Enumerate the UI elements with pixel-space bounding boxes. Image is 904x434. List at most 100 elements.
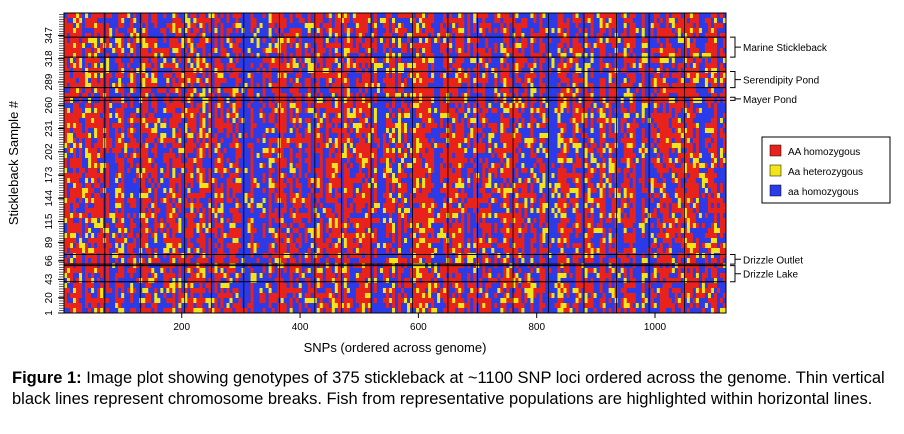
heatmap-cell	[226, 243, 230, 249]
heatmap-cell	[313, 63, 318, 69]
heatmap-cell	[271, 213, 275, 219]
heatmap-cell	[268, 138, 272, 144]
heatmap-cell	[133, 148, 137, 154]
heatmap-cell	[82, 123, 86, 129]
heatmap-cell	[121, 53, 125, 59]
heatmap-cell	[73, 163, 77, 169]
heatmap-cell	[148, 213, 152, 219]
heatmap-cell	[184, 168, 188, 174]
heatmap-cell	[154, 113, 158, 119]
heatmap-cell	[67, 228, 71, 234]
heatmap-cell	[289, 43, 293, 49]
heatmap-cell	[199, 18, 203, 24]
heatmap-cell	[64, 293, 68, 299]
heatmap-cell	[100, 218, 104, 224]
heatmap-cell	[175, 38, 179, 44]
heatmap-cell	[70, 68, 74, 74]
heatmap-cell	[133, 213, 137, 219]
heatmap-cell	[91, 128, 95, 134]
heatmap-cell	[235, 113, 239, 119]
heatmap-cell	[229, 168, 233, 174]
heatmap-cell	[127, 83, 131, 89]
heatmap-cell	[139, 253, 143, 259]
heatmap-cell	[244, 48, 248, 54]
heatmap-cell	[301, 133, 306, 139]
heatmap-cell	[256, 53, 260, 59]
heatmap-cell	[148, 143, 152, 149]
heatmap-cell	[280, 88, 284, 94]
heatmap-cell	[253, 178, 257, 184]
heatmap-cell	[274, 53, 278, 59]
heatmap-cell	[76, 308, 80, 313]
heatmap-cell	[232, 63, 236, 69]
heatmap-cell	[235, 123, 239, 129]
heatmap-cell	[190, 158, 194, 164]
heatmap-cell	[235, 18, 239, 24]
heatmap-cell	[208, 38, 212, 44]
heatmap-cell	[214, 143, 218, 149]
heatmap-cell	[235, 208, 239, 214]
heatmap-cell	[136, 43, 140, 49]
heatmap-cell	[268, 258, 272, 264]
heatmap-cell	[280, 188, 284, 194]
heatmap-cell	[220, 103, 224, 109]
heatmap-cell	[106, 228, 110, 234]
heatmap-cell	[295, 248, 300, 254]
heatmap-cell	[118, 118, 122, 124]
heatmap-cell	[286, 118, 290, 124]
heatmap-cell	[229, 158, 233, 164]
heatmap-cell	[109, 258, 113, 264]
heatmap-cell	[70, 248, 74, 254]
heatmap-cell	[79, 78, 83, 84]
heatmap-cell	[109, 243, 113, 249]
heatmap-cell	[235, 308, 239, 313]
heatmap-cell	[109, 38, 113, 44]
heatmap-cell	[85, 288, 89, 294]
heatmap-cell	[253, 268, 257, 274]
heatmap-cell	[97, 268, 101, 274]
heatmap-cell	[271, 73, 275, 79]
heatmap-cell	[289, 18, 293, 24]
heatmap-cell	[127, 78, 131, 84]
heatmap-cell	[118, 158, 122, 164]
heatmap-cell	[235, 63, 239, 69]
heatmap-cell	[82, 248, 86, 254]
heatmap-cell	[205, 108, 209, 114]
heatmap-cell	[271, 168, 275, 174]
heatmap-cell	[88, 43, 92, 49]
heatmap-cell	[67, 123, 71, 129]
heatmap-cell	[196, 243, 200, 249]
heatmap-cell	[250, 178, 254, 184]
heatmap-cell	[127, 183, 131, 189]
heatmap-cell	[268, 88, 272, 94]
heatmap-cell	[169, 18, 173, 24]
heatmap-cell	[112, 213, 116, 219]
heatmap-cell	[274, 218, 278, 224]
heatmap-cell	[139, 223, 143, 229]
heatmap-cell	[67, 88, 71, 94]
heatmap-cell	[238, 158, 242, 164]
heatmap-cell	[193, 38, 197, 44]
heatmap-cell	[142, 293, 146, 299]
heatmap-cell	[256, 123, 260, 129]
heatmap-cell	[304, 68, 309, 74]
heatmap-cell	[160, 43, 164, 49]
heatmap-cell	[310, 18, 315, 24]
heatmap-cell	[223, 288, 227, 294]
heatmap-cell	[214, 218, 218, 224]
heatmap-cell	[118, 53, 122, 59]
heatmap-cell	[184, 203, 188, 209]
heatmap-cell	[217, 113, 221, 119]
heatmap-cell	[226, 258, 230, 264]
heatmap-cell	[178, 173, 182, 179]
heatmap-cell	[259, 48, 263, 54]
heatmap-cell	[148, 108, 152, 114]
heatmap-cell	[130, 288, 134, 294]
heatmap-cell	[76, 28, 80, 34]
heatmap-cell	[229, 228, 233, 234]
heatmap-cell	[283, 68, 287, 74]
heatmap-cell	[136, 188, 140, 194]
heatmap-cell	[211, 48, 215, 54]
heatmap-cell	[124, 93, 128, 99]
heatmap-cell	[211, 28, 215, 34]
